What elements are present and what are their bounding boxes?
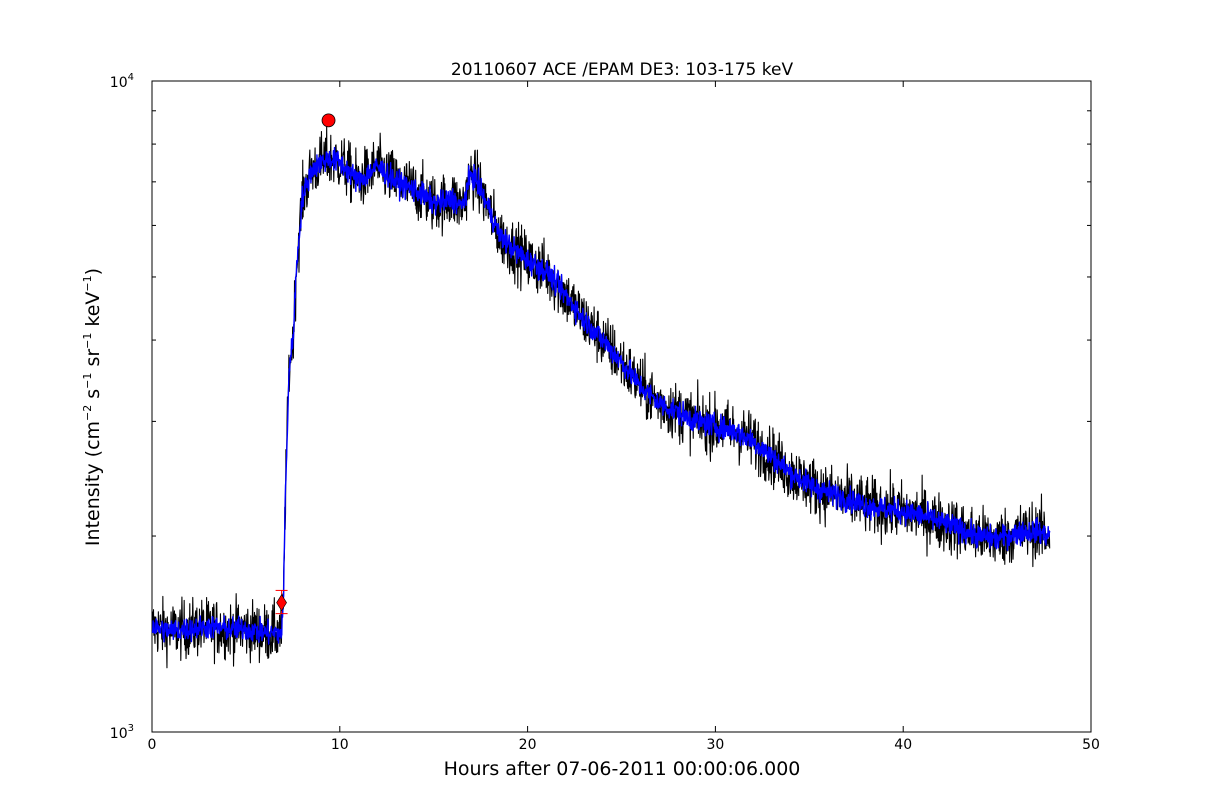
y-axis-label-end: )	[82, 268, 104, 275]
y-axis-label: Intensity (cm−2 s−1 sr−1 keV−1)	[81, 268, 104, 546]
x-tick-label: 50	[1082, 737, 1100, 753]
series-line-smoothed	[151, 146, 1051, 645]
y-axis-label-mid3: keV	[82, 292, 104, 333]
marker-layer	[275, 113, 336, 615]
tick-layer: 0 10 20 30 40 50 103 104	[110, 72, 1100, 753]
y-axis-label-mid1: s	[82, 389, 104, 405]
plot-area: 0 10 20 30 40 50 103 104	[110, 72, 1100, 753]
x-tick-label: 20	[519, 737, 537, 753]
x-tick-label: 0	[148, 737, 157, 753]
y-axis-label-exp4: −1	[81, 275, 94, 291]
y-axis-label-exp3: −1	[81, 333, 94, 349]
plot-frame	[151, 80, 1092, 733]
peak-marker	[321, 113, 336, 128]
y-tick-label: 103	[110, 723, 134, 742]
series-layer	[151, 126, 1051, 669]
y-axis-label-base: Intensity (cm	[82, 421, 104, 546]
x-tick-label: 10	[331, 737, 349, 753]
y-axis-label-mid2: sr	[82, 349, 104, 373]
y-axis-label-exp2: −1	[81, 373, 94, 389]
y-axis-label-exp1: −2	[81, 405, 94, 421]
y-tick-label: 104	[110, 72, 134, 91]
onset-marker	[276, 594, 287, 612]
x-tick-label: 30	[706, 737, 724, 753]
x-axis-label: Hours after 07-06-2011 00:00:06.000	[444, 758, 801, 780]
chart-title: 20110607 ACE /EPAM DE3: 103-175 keV	[451, 60, 794, 80]
x-tick-label: 40	[894, 737, 912, 753]
